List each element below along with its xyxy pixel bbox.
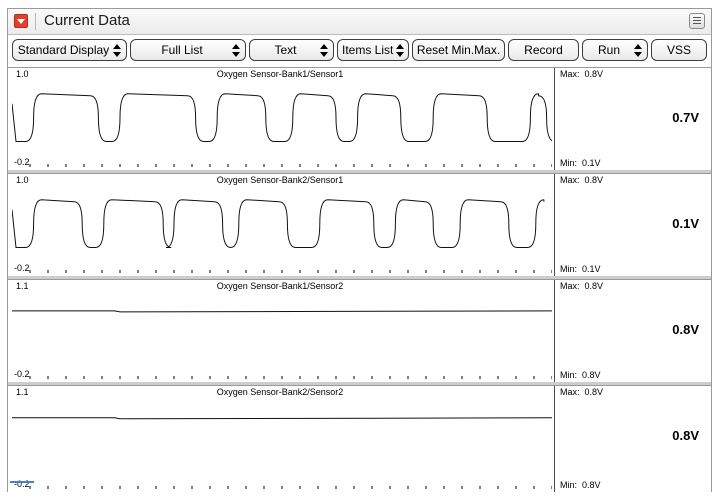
min-value: 0.8V [582, 480, 601, 490]
min-readout: Min: 0.1V [560, 264, 601, 274]
panel-divider [554, 174, 555, 276]
min-label: Min: [560, 264, 578, 274]
record-button[interactable]: Record [508, 39, 579, 61]
graph-plot [12, 174, 552, 276]
graph-title: Oxygen Sensor-Bank1/Sensor1 [216, 69, 344, 79]
current-value: 0.8V [672, 322, 699, 337]
max-readout: Max: 0.8V [560, 281, 603, 291]
graph-title: Oxygen Sensor-Bank2/Sensor1 [216, 175, 344, 185]
y-min-label: -0.2 [14, 157, 30, 167]
min-readout: Min: 0.1V [560, 158, 601, 168]
sensor-trace-line [12, 93, 552, 142]
panel-divider [554, 280, 555, 382]
graph-plot [12, 280, 552, 382]
panel-divider [554, 386, 555, 492]
items-list-selector[interactable]: Items List [337, 39, 409, 61]
max-value: 0.8V [584, 175, 604, 185]
record-label: Record [524, 43, 563, 57]
y-max-label: 1.1 [16, 387, 29, 397]
reset-minmax-label: Reset Min.Max. [416, 43, 501, 57]
spinner-arrows-icon [113, 43, 122, 57]
menu-icon[interactable] [689, 13, 705, 29]
graph-title: Oxygen Sensor-Bank2/Sensor2 [216, 387, 344, 397]
run-selector[interactable]: Run [582, 39, 648, 61]
display-mode-label: Standard Display [17, 43, 110, 57]
sensor-graph-panel[interactable]: 1.1 -0.2 Oxygen Sensor-Bank1/Sensor2 Max… [8, 279, 711, 385]
y-max-label: 1.0 [16, 69, 29, 79]
sensor-graph-panel[interactable]: 1.0 -0.2 Oxygen Sensor-Bank2/Sensor1 Max… [8, 173, 711, 279]
scroll-indicator [10, 481, 34, 483]
vss-button[interactable]: VSS [651, 39, 707, 61]
max-value: 0.8V [584, 281, 604, 291]
sensor-trace-line [12, 310, 552, 313]
max-readout: Max: 0.8V [560, 175, 603, 185]
min-label: Min: [560, 158, 578, 168]
panel-divider [554, 68, 555, 170]
y-max-label: 1.1 [16, 281, 29, 291]
vss-label: VSS [666, 43, 691, 57]
min-label: Min: [560, 480, 578, 490]
view-mode-selector[interactable]: Text [249, 39, 334, 61]
list-mode-label: Full List [161, 43, 203, 57]
max-label: Max: [560, 69, 580, 79]
min-readout: Min: 0.8V [560, 370, 601, 380]
graph-title: Oxygen Sensor-Bank1/Sensor2 [216, 281, 344, 291]
sensor-graph-panel[interactable]: 1.1 -0.2 Oxygen Sensor-Bank2/Sensor2 Max… [8, 385, 711, 492]
graph-area: 1.0 -0.2 Oxygen Sensor-Bank1/Sensor1 Max… [8, 67, 711, 492]
y-min-label: -0.2 [14, 479, 30, 489]
sensor-trace-line [12, 199, 545, 248]
sensor-trace-line [12, 417, 552, 420]
min-label: Min: [560, 370, 578, 380]
y-max-label: 1.0 [16, 175, 29, 185]
current-value: 0.1V [672, 216, 699, 231]
max-label: Max: [560, 281, 580, 291]
window-title: Current Data [44, 12, 130, 29]
y-min-label: -0.2 [14, 263, 30, 273]
spinner-arrows-icon [232, 43, 241, 57]
max-label: Max: [560, 387, 580, 397]
run-label: Run [597, 43, 620, 57]
reset-minmax-button[interactable]: Reset Min.Max. [412, 39, 505, 61]
min-readout: Min: 0.8V [560, 480, 601, 490]
max-label: Max: [560, 175, 580, 185]
list-mode-selector[interactable]: Full List [130, 39, 246, 61]
sensor-graph-panel[interactable]: 1.0 -0.2 Oxygen Sensor-Bank1/Sensor1 Max… [8, 67, 711, 173]
graph-plot [12, 386, 552, 492]
y-min-label: -0.2 [14, 369, 30, 379]
spinner-arrows-icon [320, 43, 329, 57]
max-readout: Max: 0.8V [560, 387, 603, 397]
current-value: 0.8V [672, 428, 699, 443]
spinner-arrows-icon [396, 43, 404, 57]
display-mode-selector[interactable]: Standard Display [12, 39, 127, 61]
collapse-arrow-icon[interactable] [14, 14, 28, 28]
title-bar: Current Data [8, 9, 711, 35]
title-separator [35, 13, 36, 30]
current-value: 0.7V [672, 110, 699, 125]
toolbar: Standard Display Full List Text Items Li… [8, 39, 711, 62]
items-list-label: Items List [342, 43, 394, 57]
min-value: 0.1V [582, 158, 601, 168]
view-mode-label: Text [274, 43, 297, 57]
max-value: 0.8V [584, 69, 604, 79]
min-value: 0.1V [582, 264, 601, 274]
spinner-arrows-icon [634, 43, 643, 57]
max-readout: Max: 0.8V [560, 69, 603, 79]
min-value: 0.8V [582, 370, 601, 380]
graph-plot [12, 68, 552, 170]
max-value: 0.8V [584, 387, 604, 397]
current-data-window: Current Data Standard Display Full List … [7, 8, 712, 492]
